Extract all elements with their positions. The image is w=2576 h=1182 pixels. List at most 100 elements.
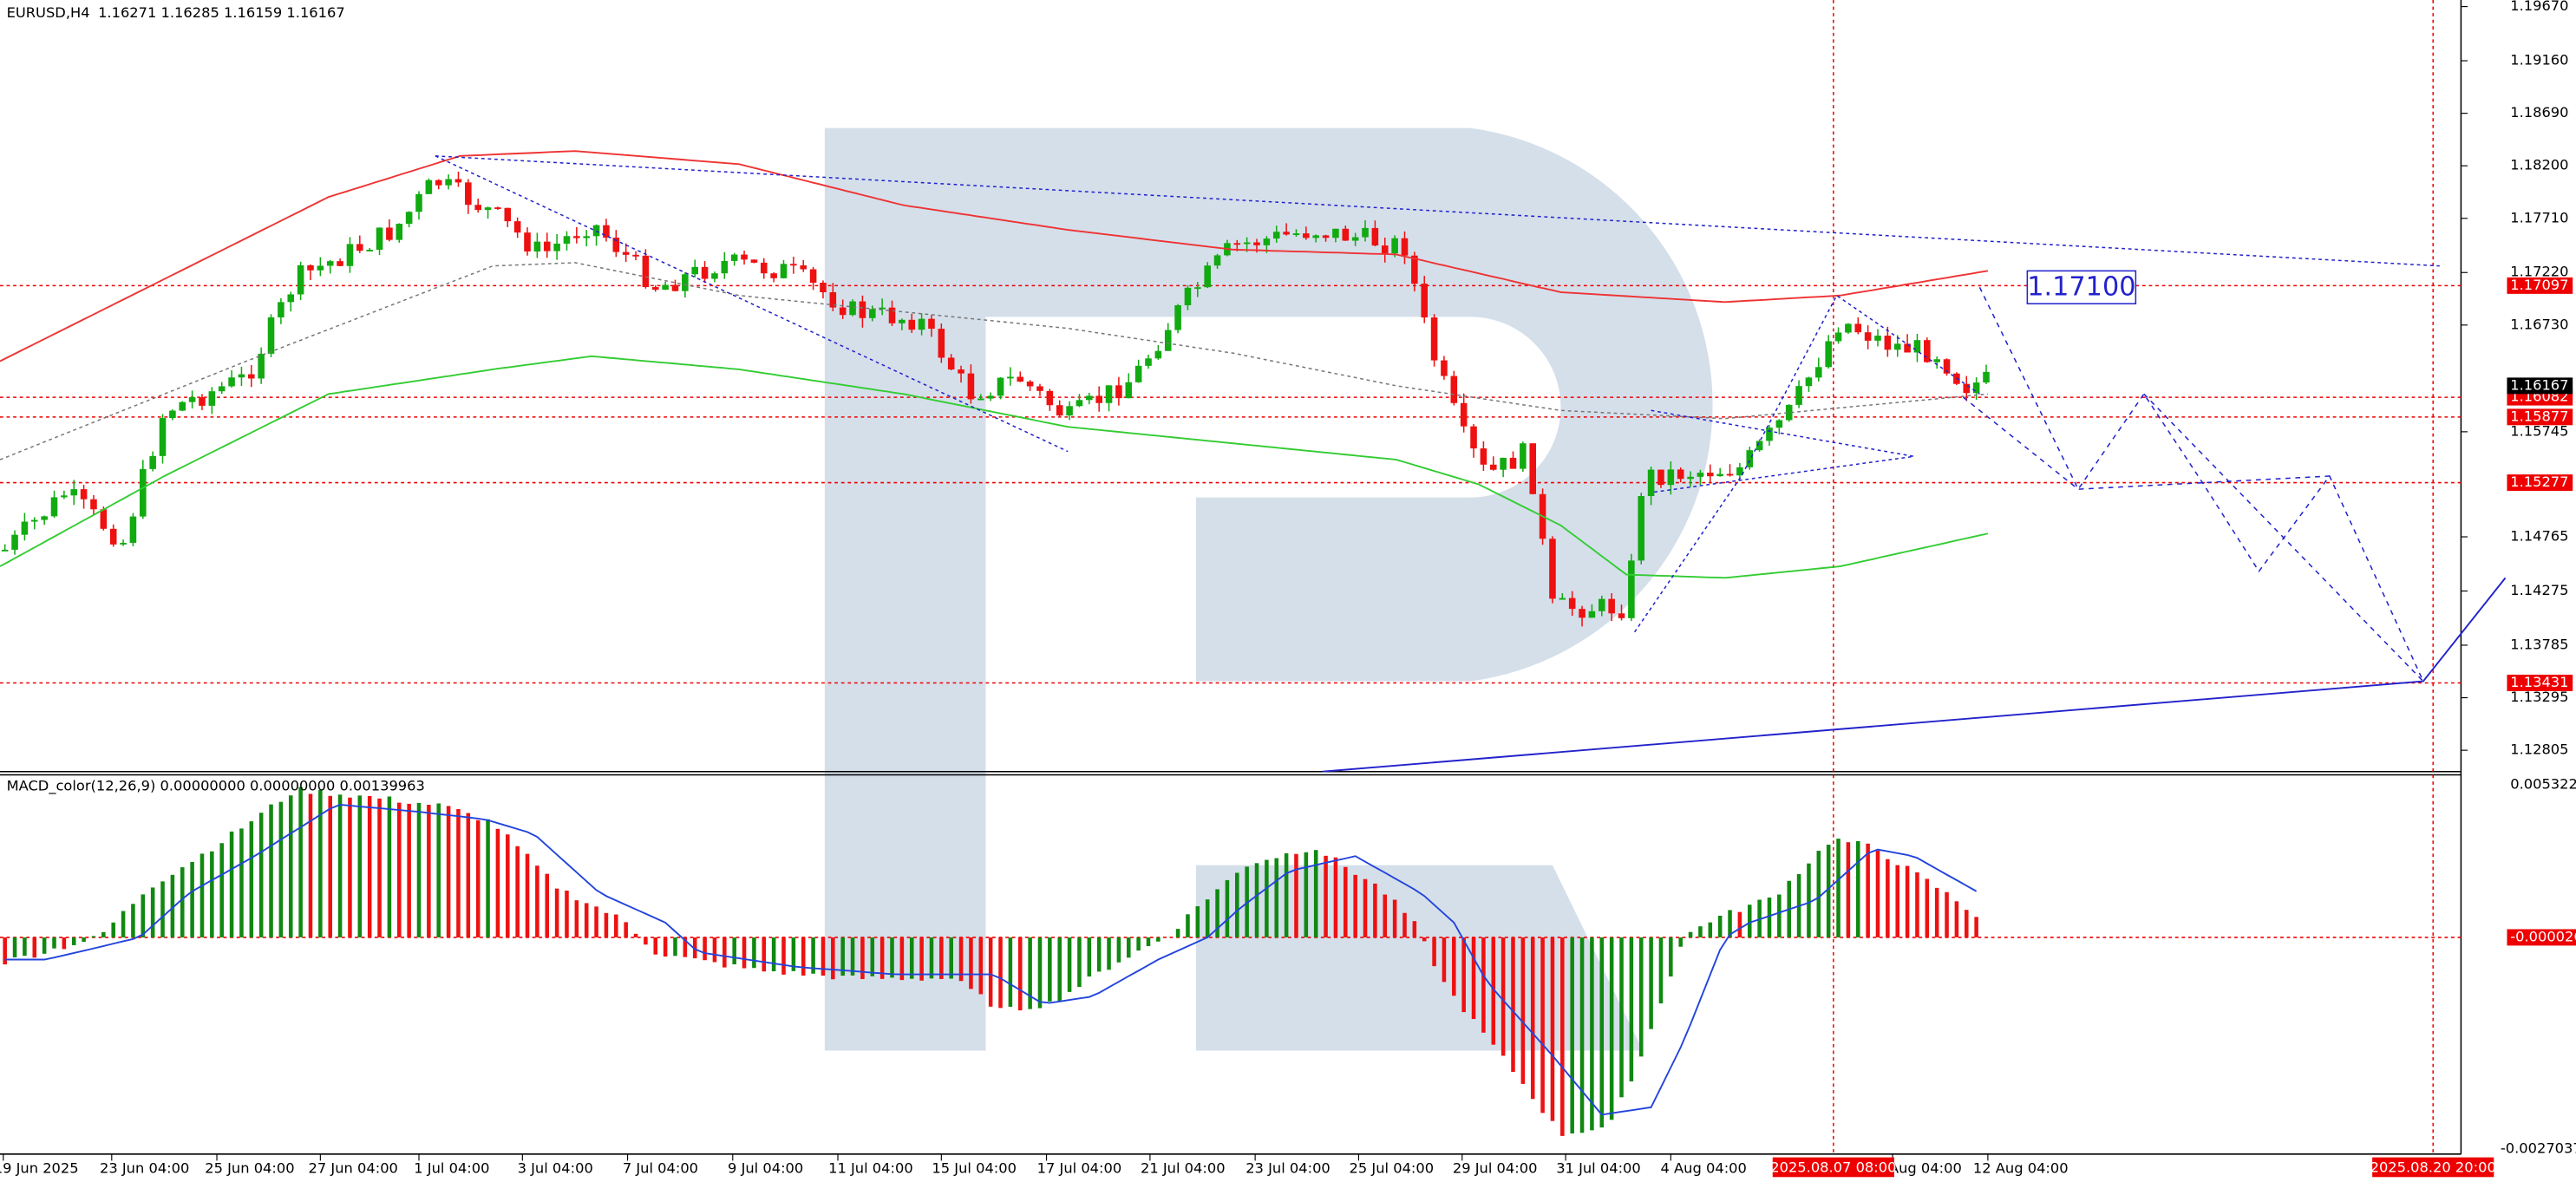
candle-body	[1421, 284, 1429, 318]
candle-body	[1509, 457, 1517, 469]
macd-bar	[1363, 878, 1368, 937]
candle-body	[21, 521, 29, 535]
candle-body	[947, 357, 955, 370]
macd-bar	[1836, 839, 1840, 937]
candle-body	[258, 353, 265, 379]
macd-bar	[1156, 937, 1161, 942]
candle-body	[1342, 228, 1350, 241]
candle-body	[1568, 598, 1576, 610]
macd-bar	[219, 843, 224, 937]
candle-body	[1864, 332, 1872, 341]
candle-body	[1579, 609, 1585, 618]
candle-body	[1972, 382, 1980, 394]
macd-bar	[1215, 889, 1219, 937]
macd-bar	[574, 900, 579, 937]
macd-bar	[614, 914, 618, 937]
macd-bar	[1728, 910, 1732, 937]
macd-bar	[998, 937, 1003, 1009]
time-label: 25 Jul 04:00	[1350, 1159, 1435, 1176]
macd-bar	[427, 805, 431, 937]
candle-body	[612, 238, 620, 252]
macd-bar	[1096, 937, 1102, 972]
symbol-header: EURUSD,H4 1.16271 1.16285 1.16159 1.16167	[7, 4, 345, 21]
candle-body	[928, 318, 935, 330]
candle-body	[1677, 469, 1684, 480]
macd-bar	[1175, 929, 1180, 937]
time-label: 7 Jul 04:00	[623, 1159, 698, 1176]
candle-body	[199, 397, 206, 406]
price-level-tag	[2507, 474, 2573, 492]
drawings	[435, 155, 2440, 682]
macd-bar	[1284, 852, 1289, 937]
macd-bar	[486, 819, 490, 937]
support-line	[1322, 577, 2507, 773]
candle-body	[1874, 336, 1881, 341]
candle-body	[445, 179, 452, 186]
macd-bar	[909, 937, 914, 979]
macd-bar	[1186, 914, 1190, 937]
candle-body	[1520, 443, 1527, 469]
macd-bar	[1254, 863, 1259, 937]
candle-body	[1657, 469, 1664, 486]
candle-body	[533, 241, 541, 251]
macd-bar	[958, 937, 964, 982]
macd-bar	[821, 937, 826, 976]
candle-body	[149, 455, 156, 469]
time-marker-label: 2025.08.20 20:00	[2370, 1159, 2496, 1175]
macd-bar	[1008, 937, 1013, 1007]
macd-bar	[1649, 937, 1653, 1029]
candle-body	[839, 307, 847, 316]
candle-body	[140, 468, 147, 517]
macd-bar	[1629, 937, 1634, 1081]
candle-body	[1164, 330, 1172, 351]
candle-body	[642, 255, 650, 288]
macd-bar	[1777, 894, 1782, 937]
time-label: 9 Jul 04:00	[728, 1159, 803, 1176]
candle-body	[179, 402, 186, 411]
time-label: 11 Jul 04:00	[828, 1159, 913, 1176]
macd-bar	[1678, 937, 1683, 947]
annotation-box	[2026, 270, 2137, 304]
candle-body	[1391, 238, 1398, 254]
candle-body	[1963, 383, 1971, 394]
macd-bar	[1077, 937, 1082, 988]
candle-body	[109, 528, 117, 545]
macd-bar	[663, 937, 668, 957]
macd-bar	[801, 937, 806, 976]
macd-bar	[653, 937, 658, 955]
candle-body	[1628, 560, 1635, 618]
price-label: 1.18200	[2510, 157, 2568, 173]
frame	[0, 0, 2462, 1155]
candle-body	[573, 236, 580, 238]
macd-bar	[1688, 931, 1693, 937]
macd-bar	[732, 937, 736, 964]
candle-body	[1608, 598, 1615, 614]
candle-body	[1647, 469, 1655, 497]
macd-bar	[506, 834, 510, 937]
macd-bar	[1895, 865, 1899, 937]
candle-body	[711, 273, 718, 279]
macd-bar	[673, 937, 677, 957]
macd-bar	[12, 937, 17, 957]
macd-bar	[554, 888, 559, 937]
candle-body	[1884, 336, 1892, 350]
macd-bar	[249, 821, 254, 937]
price-level-tag	[2507, 408, 2573, 426]
macd-bar	[239, 828, 244, 937]
macd-bar	[604, 912, 609, 937]
candle-body	[908, 319, 916, 330]
time-label: Aug 04:00	[1889, 1159, 1962, 1176]
macd-bar	[328, 795, 332, 937]
candle-body	[1775, 420, 1783, 428]
candle-body	[1017, 376, 1024, 382]
candle-body	[1726, 473, 1734, 476]
candle-body	[208, 391, 216, 406]
macd-bar	[1048, 937, 1052, 1002]
macd-bar	[1116, 937, 1121, 963]
candle-body	[750, 259, 758, 263]
candle-body	[70, 489, 78, 496]
candle-body	[1233, 243, 1241, 245]
macd-bar	[988, 937, 993, 1007]
macd-bar	[644, 937, 648, 945]
macd-bar	[633, 933, 638, 937]
